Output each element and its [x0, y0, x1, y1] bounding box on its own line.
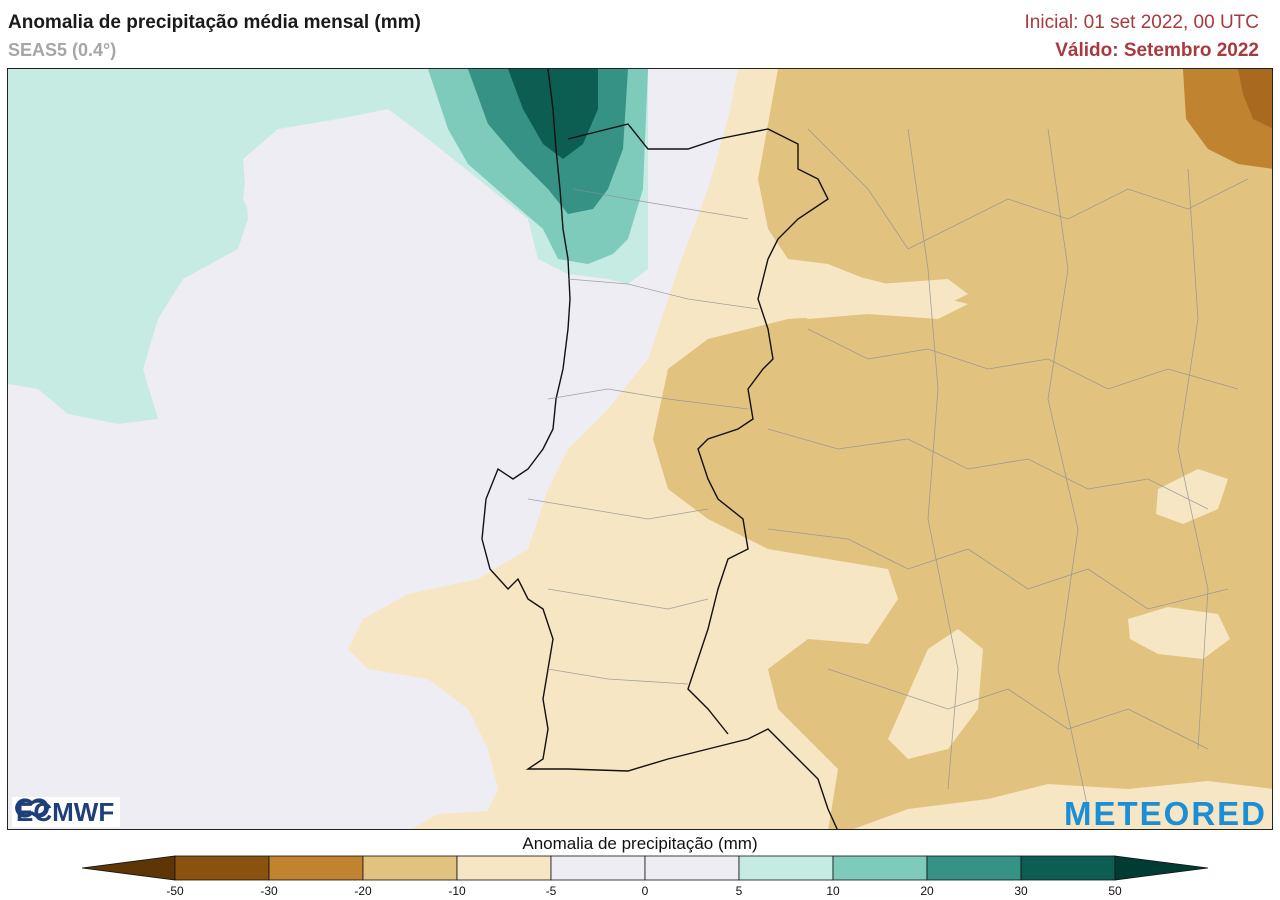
neutral-pocket — [243, 129, 338, 239]
colorbar-tick: -20 — [354, 884, 372, 898]
initial-date: Inicial: 01 set 2022, 00 UTC — [1024, 12, 1259, 33]
map-canvas — [8, 69, 1272, 829]
coastline — [481, 69, 838, 829]
valid-period: Válido: Setembro 2022 — [1055, 40, 1259, 61]
colorbar-tick: -30 — [260, 884, 278, 898]
colorbar-tick: 50 — [1108, 884, 1122, 898]
dark-brown-area — [1238, 69, 1272, 129]
colorbar-bin-3 — [362, 855, 458, 881]
colorbar-bin-9 — [926, 855, 1022, 881]
colorbar-tick: 5 — [735, 884, 743, 898]
colorbar-tick: 20 — [920, 884, 934, 898]
colorbar-bin-4 — [456, 855, 552, 881]
ecmwf-logo: ECMWF — [12, 797, 121, 827]
colorbar-tick: 0 — [641, 884, 649, 898]
pale-pocket-center — [768, 269, 968, 319]
tan-area — [653, 69, 1272, 829]
region-boundaries — [527, 128, 1249, 810]
pale-pocket-east — [1156, 469, 1228, 524]
colorbar-tick: 30 — [1014, 884, 1028, 898]
colorbar-extend-low — [81, 855, 176, 881]
border-line — [567, 123, 829, 735]
model-subtitle: SEAS5 (0.4°) — [8, 40, 117, 60]
pale-pocket-south — [888, 629, 983, 759]
colorbar-tick: 10 — [826, 884, 840, 898]
colorbar-bin-2 — [268, 855, 364, 881]
map-title: Anomalia de precipitação média mensal (m… — [8, 12, 421, 33]
colorbar-tick: -5 — [545, 884, 557, 898]
colorbar-bin-8 — [832, 855, 928, 881]
colorbar-tick: -10 — [448, 884, 466, 898]
precipitation-anomaly-map: ECMWF METEORED — [7, 68, 1273, 830]
colorbar-tick: -50 — [166, 884, 184, 898]
colorbar-title: Anomalia de precipitação (mm) — [522, 834, 758, 853]
colorbar-bin-5 — [550, 855, 646, 881]
colorbar-bin-1 — [174, 855, 270, 881]
ecmwf-logo-icon — [15, 798, 49, 818]
colorbar-bin-10 — [1020, 855, 1116, 881]
meteored-logo: METEORED — [1063, 795, 1267, 830]
colorbar-bin-7 — [738, 855, 834, 881]
pale-tan-sea-blob — [411, 811, 515, 829]
colorbar-extend-high — [1114, 855, 1209, 881]
colorbar-bin-6 — [644, 855, 740, 881]
colorbar — [81, 855, 1209, 881]
